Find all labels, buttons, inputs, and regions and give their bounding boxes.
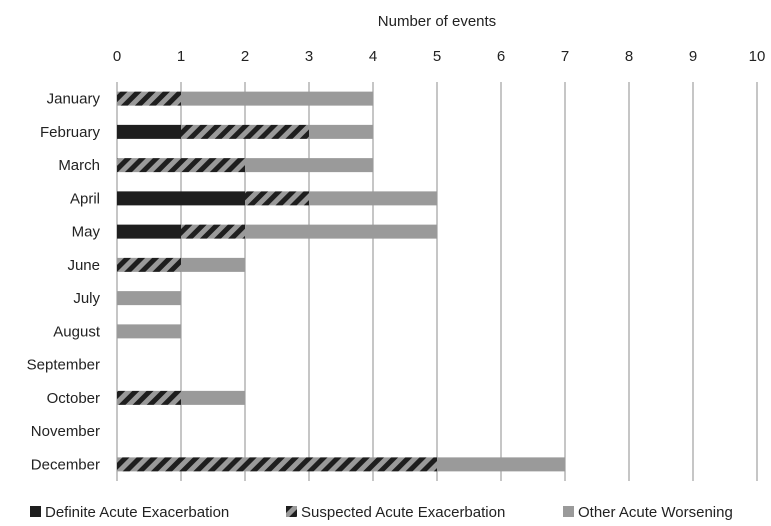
x-tick-label: 7 — [561, 48, 569, 65]
category-label: April — [70, 190, 100, 207]
bar-segment — [245, 224, 437, 239]
grid-layer — [116, 82, 758, 481]
bar-segment — [117, 324, 181, 339]
bar-segment — [117, 158, 245, 173]
bar-segment — [117, 91, 181, 106]
legend-swatch — [30, 506, 41, 517]
category-label: December — [31, 456, 100, 473]
x-tick-label: 2 — [241, 48, 249, 65]
bar-segment — [181, 124, 309, 139]
bar-segment — [245, 191, 309, 206]
x-tick-label: 9 — [689, 48, 697, 65]
bar-segment — [181, 91, 373, 106]
legend-label: Definite Acute Exacerbation — [45, 504, 229, 521]
x-tick-label: 0 — [113, 48, 121, 65]
bars-layer — [117, 91, 565, 472]
category-labels: January February March April May June July Augu… — [27, 91, 101, 474]
bar-segment — [181, 257, 245, 272]
category-label: October — [47, 390, 100, 407]
bar-segment — [117, 124, 181, 139]
bar-segment — [117, 291, 181, 306]
category-label: June — [67, 257, 100, 274]
x-axis-title: Number of events — [378, 13, 496, 30]
bar-segment — [117, 224, 181, 239]
legend-swatch — [563, 506, 574, 517]
x-ticks: 0 1 2 3 4 5 6 7 8 9 10 — [113, 48, 766, 65]
x-tick-label: 4 — [369, 48, 377, 65]
legend-label: Other Acute Worsening — [578, 504, 733, 521]
category-label: August — [53, 323, 101, 340]
category-label: March — [58, 157, 100, 174]
bar-segment — [117, 257, 181, 272]
x-tick-label: 3 — [305, 48, 313, 65]
legend-label: Suspected Acute Exacerbation — [301, 504, 505, 521]
x-tick-label: 1 — [177, 48, 185, 65]
bar-segment — [437, 457, 565, 472]
category-label: July — [73, 290, 100, 307]
bar-segment — [117, 457, 437, 472]
bar-segment — [309, 191, 437, 206]
category-label: May — [72, 224, 101, 241]
legend: Definite Acute Exacerbation Suspected Acu… — [30, 504, 733, 521]
bar-segment — [117, 191, 245, 206]
bar-segment — [117, 390, 181, 405]
bar-segment — [309, 124, 373, 139]
category-label: January — [47, 91, 101, 108]
category-label: September — [27, 357, 100, 374]
bar-segment — [181, 224, 245, 239]
category-label: November — [31, 423, 100, 440]
x-tick-label: 5 — [433, 48, 441, 65]
legend-swatch — [286, 506, 297, 517]
x-tick-label: 8 — [625, 48, 633, 65]
bar-segment — [245, 158, 373, 173]
x-tick-label: 10 — [749, 48, 766, 65]
bar-segment — [181, 390, 245, 405]
category-label: February — [40, 124, 101, 141]
x-tick-label: 6 — [497, 48, 505, 65]
